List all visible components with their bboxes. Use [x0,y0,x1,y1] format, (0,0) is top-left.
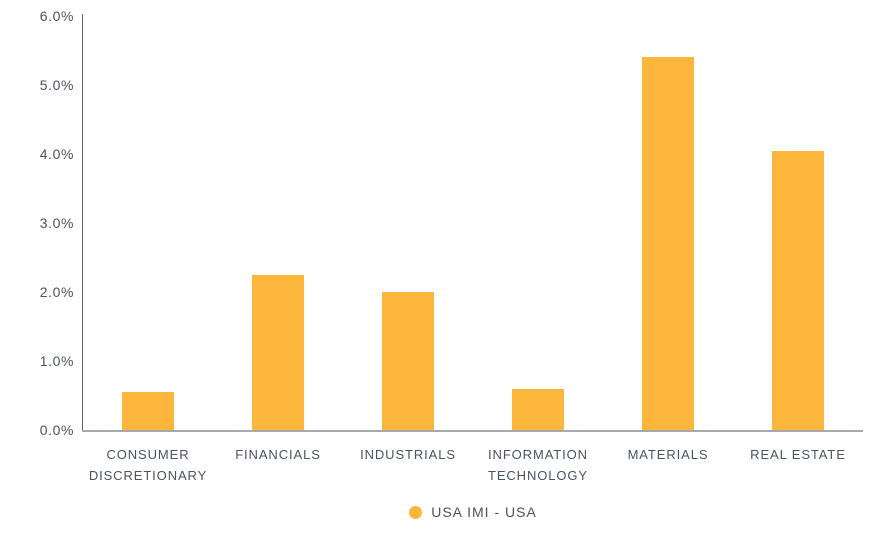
x-tick-label: CONSUMER DISCRETIONARY [88,447,208,483]
x-tick-label: INDUSTRIALS [360,447,456,462]
bar-materials [642,57,694,430]
bar-consumer-discretionary [122,392,174,430]
plot-area [83,16,863,430]
legend: USA IMI - USA [83,503,863,521]
y-tick-label: 6.0% [39,8,74,24]
y-axis-line [82,14,83,432]
y-tick-label: 4.0% [39,146,74,162]
x-tick-label: MATERIALS [627,447,709,462]
y-tick-label: 1.0% [39,353,74,369]
bar-real-estate [772,151,824,430]
bar-industrials [382,292,434,430]
y-tick-label: 0.0% [39,422,74,438]
x-tick-label: INFORMATION TECHNOLOGY [487,447,588,483]
x-tick-label: REAL ESTATE [750,447,846,462]
legend-marker-circle-icon [409,505,423,519]
y-tick-label: 5.0% [39,77,74,93]
x-tick-label: FINANCIALS [235,447,321,462]
y-axis-labels: 0.0% 1.0% 2.0% 3.0% 4.0% 5.0% 6.0% [0,8,74,438]
legend-series-label: USA IMI - USA [431,504,537,520]
x-axis-labels: CONSUMER DISCRETIONARY FINANCIALS INDUSTRI… [83,444,863,486]
x-axis-line [82,430,863,432]
bar-financials [252,275,304,430]
bar-information-technology [512,389,564,430]
y-tick-label: 3.0% [39,215,74,231]
y-tick-label: 2.0% [39,284,74,300]
